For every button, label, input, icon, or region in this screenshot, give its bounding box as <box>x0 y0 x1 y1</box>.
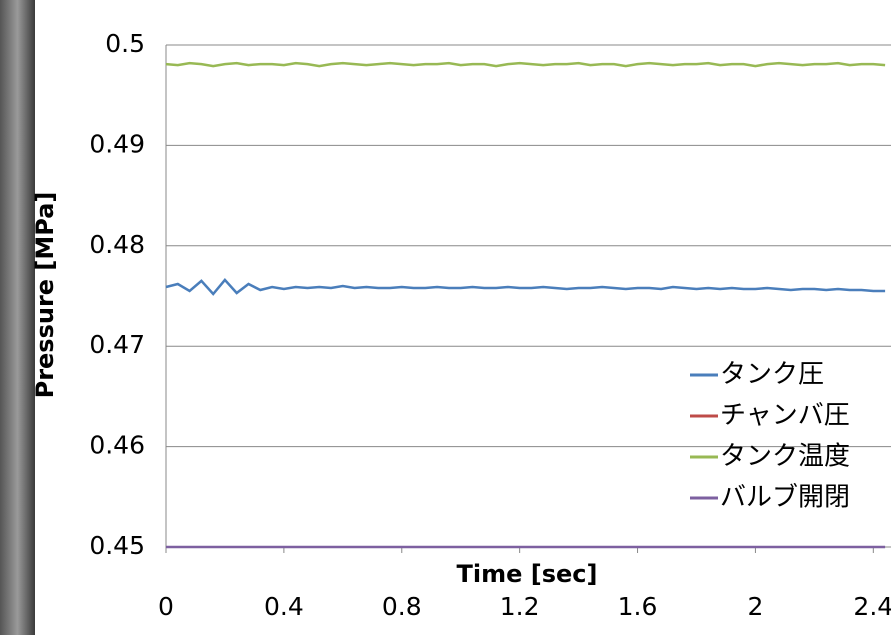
y-tick-label: 0.49 <box>89 129 145 158</box>
y-tick-label: 0.47 <box>89 330 145 359</box>
x-tick-label: 0 <box>158 592 174 621</box>
y-tick-label: 0.5 <box>105 29 145 58</box>
y-tick-label: 0.46 <box>89 431 145 460</box>
legend-label: タンク圧 <box>720 360 824 390</box>
legend-label: タンク温度 <box>720 442 850 472</box>
y-tick-label: 0.45 <box>89 531 145 560</box>
series-line <box>165 61 886 68</box>
x-tick-label: 1.2 <box>500 592 540 621</box>
series-line <box>165 277 886 296</box>
x-tick-label: 2 <box>747 592 763 621</box>
y-axis-label: Pressure [MPa] <box>31 192 59 399</box>
legend-label: バルブ開閉 <box>720 483 850 513</box>
background-photo <box>0 0 35 635</box>
x-tick-label: 0.4 <box>264 592 304 621</box>
x-tick-label: 0.8 <box>382 592 422 621</box>
x-tick-label: 1.6 <box>618 592 658 621</box>
legend-label: チャンバ圧 <box>720 401 850 431</box>
y-tick-label: 0.48 <box>89 230 145 259</box>
x-axis-label: Time [sec] <box>457 560 598 588</box>
x-tick-label: 2.4 <box>853 592 891 621</box>
